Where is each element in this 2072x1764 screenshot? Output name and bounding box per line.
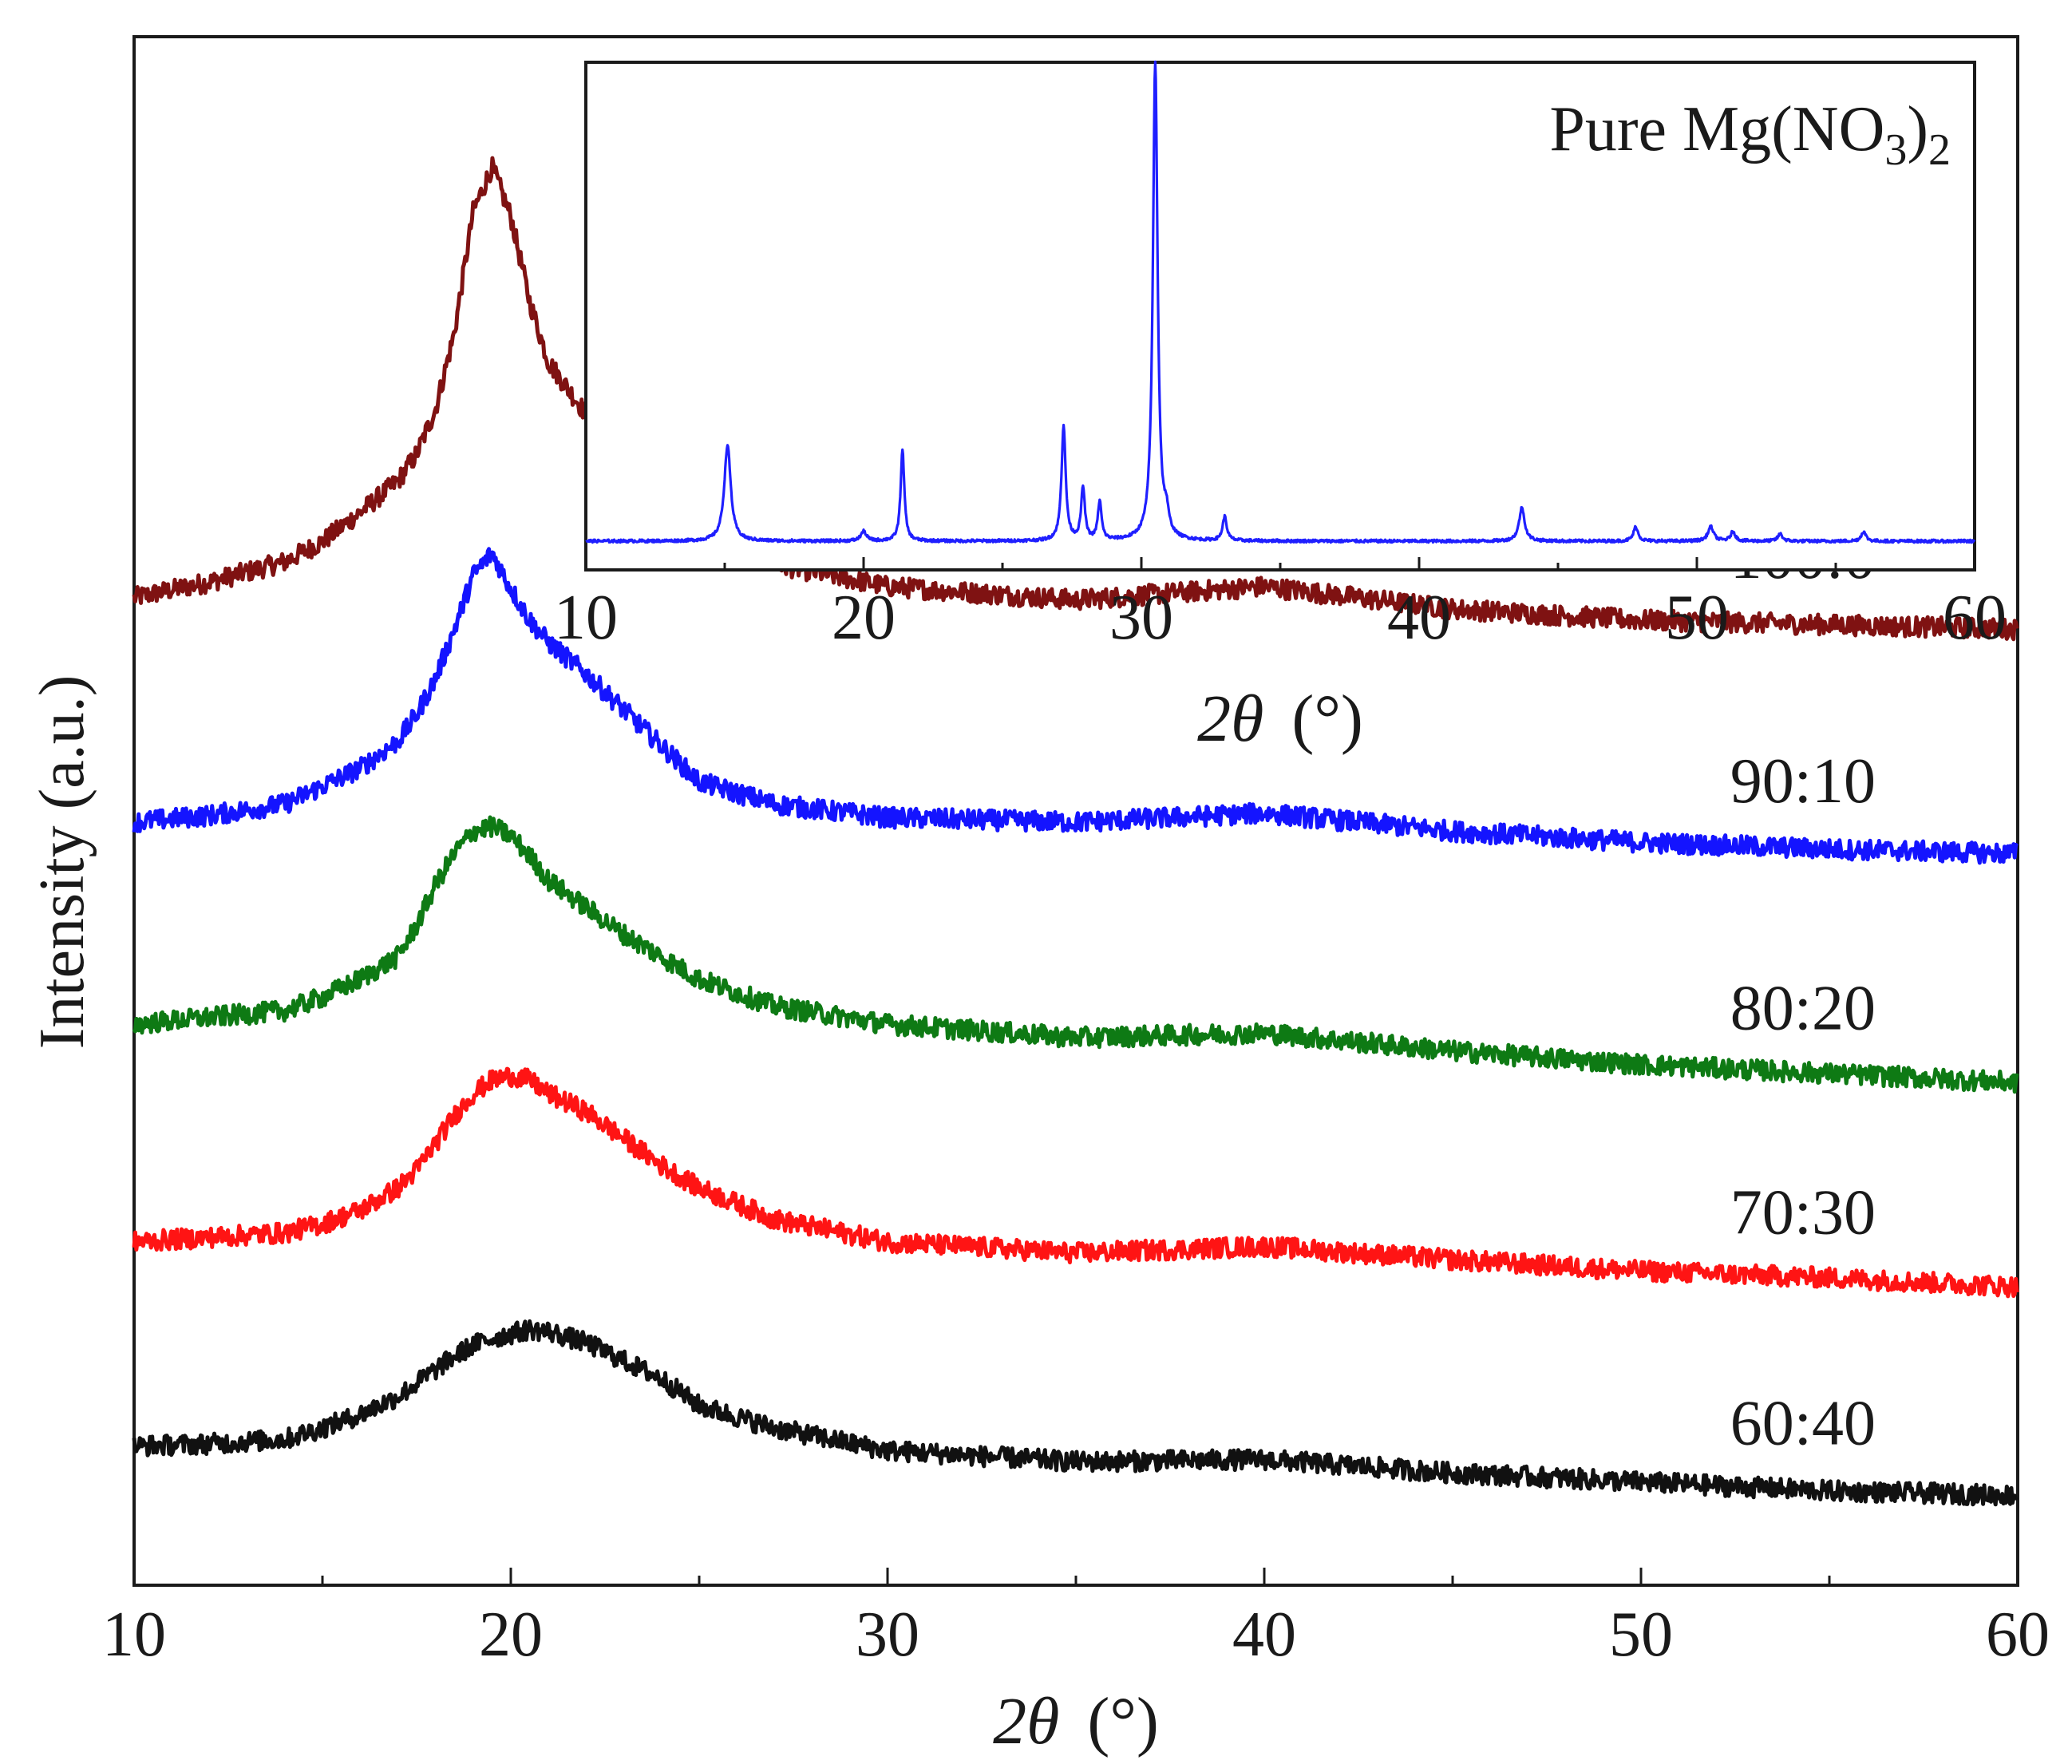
main-x-axis-ticks: 10 20 30 40 50 60 bbox=[102, 1568, 2050, 1670]
main-x-axis-label-italic: 2θ bbox=[993, 1684, 1059, 1758]
inset-x-axis-ticks: 10 20 30 40 50 60 bbox=[554, 557, 2007, 653]
series-label-70-30: 70:30 bbox=[1730, 1178, 1876, 1248]
inset-title-sub-1: 3 bbox=[1884, 125, 1907, 175]
inset-title-part-b: ) bbox=[1907, 94, 1928, 164]
inset-background bbox=[586, 62, 1975, 570]
main-x-axis-label: 2θ (°) bbox=[993, 1684, 1159, 1758]
inset-x-tick-label: 10 bbox=[554, 583, 618, 653]
trace-80-20 bbox=[132, 815, 2019, 1094]
trace-90-10 bbox=[132, 547, 2019, 865]
main-x-tick-label: 60 bbox=[1986, 1600, 2050, 1670]
inset-trace-mg-nitrate bbox=[585, 60, 1976, 544]
series-label-90-10: 90:10 bbox=[1730, 746, 1876, 817]
main-x-tick-label: 30 bbox=[856, 1600, 919, 1670]
inset-x-tick-label: 30 bbox=[1109, 583, 1173, 653]
inset-x-tick-label: 40 bbox=[1387, 583, 1451, 653]
series-label-80-20: 80:20 bbox=[1730, 974, 1876, 1044]
trace-60-40 bbox=[132, 1319, 2019, 1507]
main-x-tick-label: 50 bbox=[1609, 1600, 1673, 1670]
main-x-tick-label: 40 bbox=[1232, 1600, 1296, 1670]
main-x-tick-label: 20 bbox=[479, 1600, 543, 1670]
inset-x-axis-label-unit: (°) bbox=[1291, 682, 1363, 756]
series-label-60-40: 60:40 bbox=[1730, 1388, 1876, 1458]
trace-100-0 bbox=[132, 156, 2019, 642]
trace-70-30 bbox=[132, 1066, 2019, 1299]
inset-x-tick-label: 50 bbox=[1665, 583, 1729, 653]
inset-title-part-a: Pure Mg(NO bbox=[1549, 94, 1884, 164]
inset-chart: 10 20 30 40 50 60 Pure Mg(NO3)2 2θ (°) bbox=[554, 60, 2007, 756]
inset-title: Pure Mg(NO3)2 bbox=[1549, 94, 1951, 175]
main-x-tick-label: 10 bbox=[102, 1600, 166, 1670]
inset-traces bbox=[585, 60, 1976, 544]
inset-x-tick-label: 60 bbox=[1943, 583, 2007, 653]
main-traces bbox=[132, 156, 2019, 1507]
inset-x-axis-label: 2θ (°) bbox=[1197, 682, 1363, 756]
inset-title-sub-2: 2 bbox=[1928, 125, 1951, 175]
main-x-axis-label-unit: (°) bbox=[1087, 1684, 1159, 1758]
main-y-axis-label: Intensity (a.u.) bbox=[27, 675, 97, 1050]
inset-x-axis-label-italic: 2θ bbox=[1197, 682, 1263, 756]
inset-x-tick-label: 20 bbox=[832, 583, 896, 653]
